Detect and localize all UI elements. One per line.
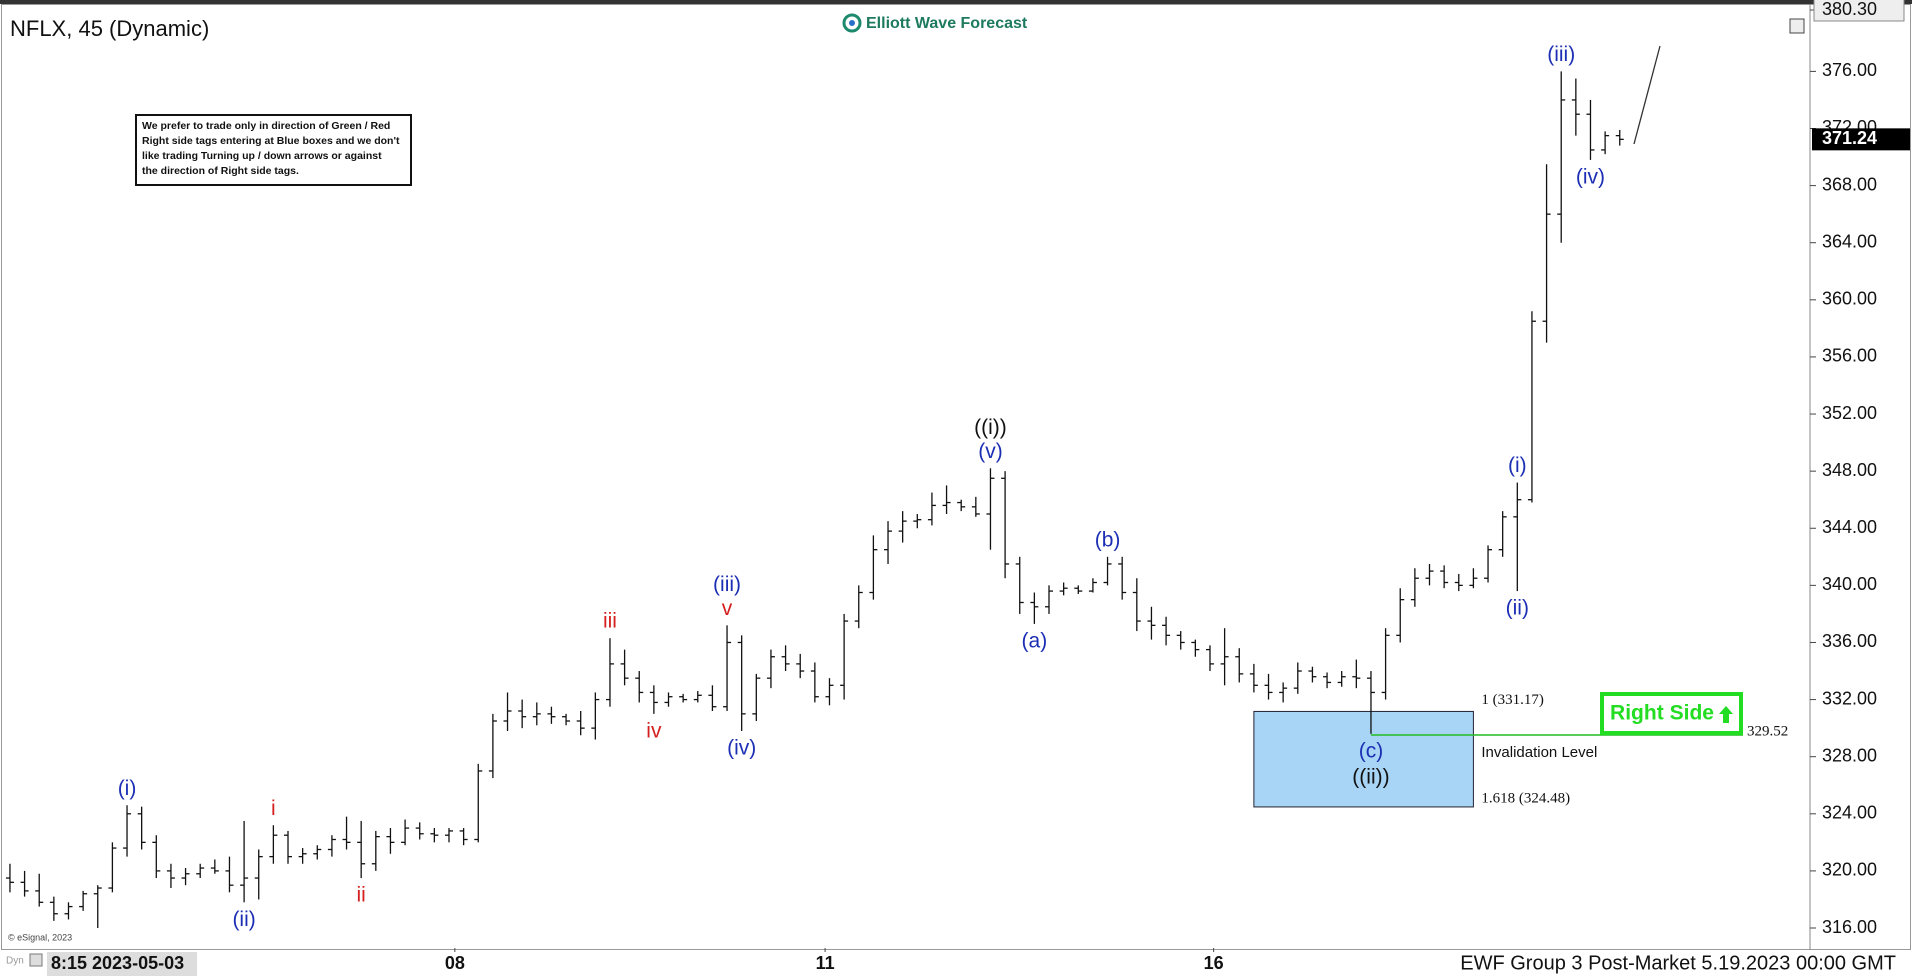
- y-tick-label: 336.00: [1822, 631, 1877, 651]
- projection-line: [1633, 45, 1661, 145]
- note-line: Right side tags entering at Blue boxes a…: [142, 135, 400, 147]
- y-top-box: [1813, 0, 1905, 22]
- y-tick-label: 360.00: [1822, 289, 1877, 309]
- wave-label: (ii): [1506, 597, 1529, 620]
- x-tick-label: 11: [816, 953, 835, 973]
- wave-label: iv: [646, 719, 662, 742]
- y-tick-label: 328.00: [1822, 745, 1877, 765]
- start-label-box: [47, 952, 197, 976]
- wave-label: (i): [1508, 454, 1527, 477]
- zone-bottom-label: 1.618 (324.48): [1481, 790, 1570, 806]
- y-tick-label: 376.00: [1822, 60, 1877, 80]
- last-price-label: 371.24: [1822, 128, 1877, 148]
- logo-icon-dot: [849, 20, 855, 26]
- y-tick-label: 368.00: [1822, 174, 1877, 194]
- y-tick-label: 316.00: [1822, 917, 1877, 937]
- y-tick-label: 364.00: [1822, 231, 1877, 251]
- y-tick-label: 344.00: [1822, 517, 1877, 537]
- wave-label: (c): [1359, 739, 1384, 762]
- y-tick-label: 332.00: [1822, 688, 1877, 708]
- y-tick-label: 352.00: [1822, 403, 1877, 423]
- logo-icon: [842, 13, 862, 33]
- copyright: © eSignal, 2023: [8, 932, 72, 942]
- note-line: We prefer to trade only in direction of …: [142, 120, 390, 132]
- invalidation-value: 329.52: [1747, 723, 1788, 739]
- wave-label: (v): [978, 440, 1003, 463]
- wave-label: (a): [1022, 629, 1048, 652]
- wave-label: (i): [118, 777, 137, 800]
- footer-icon: [29, 953, 43, 967]
- right-side-text: Right Side: [1610, 702, 1714, 725]
- wave-label: (b): [1095, 528, 1121, 551]
- zone-top-label: 1 (331.17): [1481, 692, 1544, 708]
- last-price-box: [1812, 128, 1910, 151]
- footer-caption: EWF Group 3 Post-Market 5.19.2023 00:00 …: [1460, 952, 1896, 974]
- note-box: [135, 114, 412, 186]
- x-tick-label: 08: [445, 953, 465, 973]
- window-icon: [1789, 18, 1805, 34]
- wave-label: v: [722, 597, 733, 620]
- y-tick-label: 324.00: [1822, 803, 1877, 823]
- wave-label: (iv): [1576, 165, 1605, 188]
- y-tick-label: 380.30: [1822, 0, 1877, 19]
- footer-mode: Dyn: [6, 956, 24, 967]
- wave-label: (ii): [232, 908, 255, 931]
- y-tick-label: 348.00: [1822, 460, 1877, 480]
- right-side-tag: [1600, 692, 1743, 735]
- chart-title: NFLX, 45 (Dynamic): [10, 16, 209, 41]
- wave-label: iii: [603, 610, 617, 633]
- y-tick-label: 356.00: [1822, 346, 1877, 366]
- invalidation-text: Invalidation Level: [1481, 744, 1597, 761]
- wave-label: (iii): [713, 573, 741, 596]
- wave-label: ((ii)): [1352, 765, 1389, 788]
- note-line: the direction of Right side tags.: [142, 165, 299, 177]
- target-zone: [1253, 710, 1474, 808]
- wave-label: ((i)): [974, 416, 1007, 439]
- wave-label: i: [271, 797, 276, 820]
- start-label: 8:15 2023-05-03: [51, 953, 184, 973]
- y-tick-label: 340.00: [1822, 574, 1877, 594]
- wave-label: (iv): [727, 737, 756, 760]
- wave-label: ii: [357, 884, 366, 907]
- footer-bar: [0, 950, 1912, 979]
- frame: [1, 4, 1911, 950]
- y-tick-label: 320.00: [1822, 860, 1877, 880]
- right-side-arrow: [1719, 706, 1733, 723]
- logo: Elliott Wave Forecast: [866, 15, 1028, 32]
- wave-label: (iii): [1547, 43, 1575, 66]
- x-tick-label: 16: [1204, 953, 1224, 973]
- top-border: [0, 0, 1912, 4]
- note-line: like trading Turning up / down arrows or…: [142, 150, 382, 162]
